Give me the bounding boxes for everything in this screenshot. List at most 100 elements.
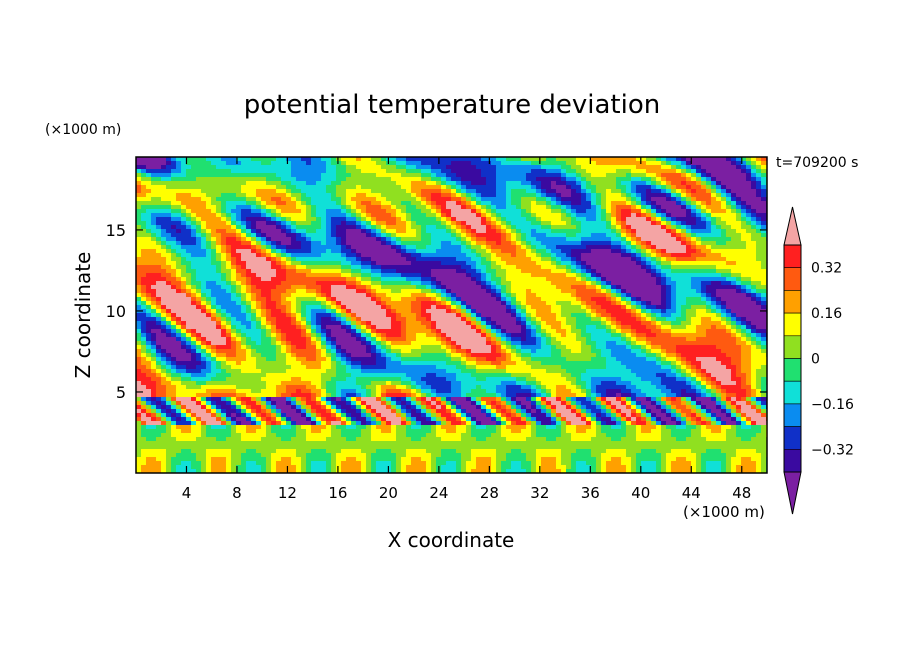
heatmap-cell (601, 217, 607, 222)
heatmap-cell (556, 253, 562, 258)
heatmap-cell (371, 297, 377, 302)
heatmap-cell (396, 293, 402, 298)
heatmap-cell (661, 213, 667, 218)
heatmap-cell (311, 169, 317, 174)
heatmap-cell (716, 177, 722, 182)
heatmap-cell (666, 293, 672, 298)
heatmap-cell (681, 169, 687, 174)
heatmap-cell (236, 205, 242, 210)
heatmap-cell (251, 165, 257, 170)
heatmap-cell (731, 293, 737, 298)
heatmap-cell (581, 257, 587, 262)
heatmap-cell (481, 205, 487, 210)
heatmap-cell (146, 169, 152, 174)
heatmap-cell (271, 197, 277, 202)
heatmap-cell (506, 285, 512, 290)
heatmap-cell (156, 293, 162, 298)
heatmap-cell (661, 285, 667, 290)
heatmap-cell (581, 293, 587, 298)
heatmap-cell (386, 181, 392, 186)
heatmap-cell (331, 169, 337, 174)
heatmap-cell (411, 257, 417, 262)
heatmap-cell (666, 169, 672, 174)
heatmap-cell (736, 189, 742, 194)
heatmap-cell (601, 305, 607, 310)
heatmap-cell (146, 245, 152, 250)
heatmap-cell (311, 309, 317, 314)
heatmap-cell (136, 161, 142, 166)
heatmap-cell (736, 173, 742, 178)
heatmap-cell (456, 301, 462, 306)
heatmap-cell (316, 293, 322, 298)
heatmap-cell (176, 289, 182, 294)
heatmap-cell (591, 161, 597, 166)
heatmap-cell (391, 305, 397, 310)
heatmap-cell (241, 217, 247, 222)
heatmap-cell (696, 177, 702, 182)
heatmap-cell (416, 229, 422, 234)
heatmap-cell (261, 245, 267, 250)
heatmap-cell (446, 273, 452, 278)
heatmap-cell (636, 281, 642, 286)
heatmap-cell (201, 193, 207, 198)
heatmap-cell (596, 289, 602, 294)
heatmap-cell (536, 245, 542, 250)
heatmap-cell (621, 189, 627, 194)
heatmap-cell (731, 165, 737, 170)
heatmap-cell (146, 229, 152, 234)
heatmap-cell (476, 209, 482, 214)
heatmap-cell (356, 237, 362, 242)
heatmap-cell (181, 197, 187, 202)
heatmap-cell (761, 185, 767, 190)
heatmap-cell (381, 257, 387, 262)
heatmap-cell (731, 257, 737, 262)
heatmap-cell (571, 189, 577, 194)
heatmap-cell (466, 249, 472, 254)
heatmap-cell (611, 301, 617, 306)
heatmap-cell (166, 237, 172, 242)
heatmap-cell (481, 261, 487, 266)
heatmap-cell (206, 213, 212, 218)
heatmap-cell (541, 173, 547, 178)
heatmap-cell (741, 293, 747, 298)
heatmap-cell (421, 249, 427, 254)
heatmap-cell (701, 173, 707, 178)
heatmap-cell (196, 193, 202, 198)
heatmap-cell (556, 229, 562, 234)
heatmap-cell (136, 169, 142, 174)
heatmap-cell (316, 313, 322, 318)
heatmap-cell (216, 205, 222, 210)
heatmap-cell (366, 273, 372, 278)
heatmap-cell (211, 181, 217, 186)
heatmap-cell (591, 165, 597, 170)
heatmap-cell (441, 173, 447, 178)
heatmap-cell (716, 217, 722, 222)
heatmap-cell (301, 185, 307, 190)
heatmap-cell (641, 245, 647, 250)
heatmap-cell (161, 277, 167, 282)
heatmap-cell (466, 245, 472, 250)
heatmap-cell (561, 225, 567, 230)
heatmap-cell (691, 229, 697, 234)
heatmap-cell (541, 161, 547, 166)
heatmap-cell (576, 225, 582, 230)
heatmap-cell (431, 245, 437, 250)
heatmap-cell (531, 289, 537, 294)
heatmap-cell (581, 185, 587, 190)
heatmap-cell (691, 257, 697, 262)
heatmap-cell (486, 221, 492, 226)
heatmap-cell (596, 217, 602, 222)
heatmap-cell (506, 297, 512, 302)
heatmap-cell (546, 309, 552, 314)
heatmap-cell (601, 169, 607, 174)
heatmap-cell (516, 165, 522, 170)
heatmap-cell (176, 185, 182, 190)
heatmap-cell (321, 193, 327, 198)
heatmap-cell (756, 297, 762, 302)
heatmap-cell (496, 225, 502, 230)
heatmap-cell (406, 297, 412, 302)
heatmap-cell (306, 225, 312, 230)
heatmap-cell (496, 277, 502, 282)
heatmap-cell (741, 305, 747, 310)
heatmap-cell (686, 285, 692, 290)
